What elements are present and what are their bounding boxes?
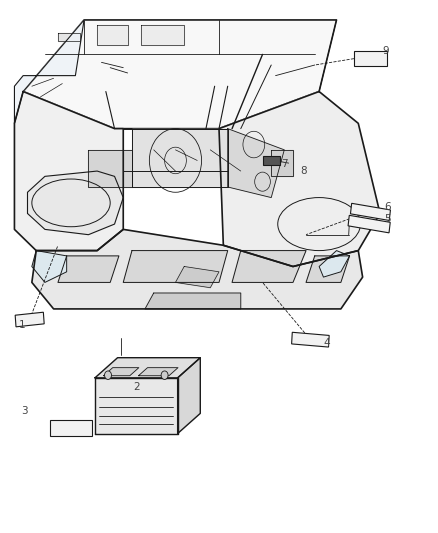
Polygon shape xyxy=(145,293,241,309)
Text: 4: 4 xyxy=(324,338,330,348)
Polygon shape xyxy=(32,229,363,309)
Text: 5: 5 xyxy=(385,214,391,224)
Text: 3: 3 xyxy=(21,406,27,416)
Polygon shape xyxy=(176,266,219,288)
Polygon shape xyxy=(228,128,284,198)
Text: 1: 1 xyxy=(19,320,25,330)
Text: 8: 8 xyxy=(300,166,307,176)
Polygon shape xyxy=(15,312,44,327)
Text: 9: 9 xyxy=(382,46,389,56)
Polygon shape xyxy=(232,251,306,282)
Polygon shape xyxy=(23,20,336,128)
Text: 7: 7 xyxy=(281,159,288,168)
Polygon shape xyxy=(292,332,329,347)
Circle shape xyxy=(161,371,168,379)
Text: 2: 2 xyxy=(133,382,140,392)
Polygon shape xyxy=(262,156,280,165)
Polygon shape xyxy=(14,20,84,123)
Polygon shape xyxy=(348,215,390,233)
Polygon shape xyxy=(28,171,123,235)
Polygon shape xyxy=(319,251,350,277)
Polygon shape xyxy=(306,256,350,282)
Polygon shape xyxy=(271,150,293,176)
Polygon shape xyxy=(123,251,228,282)
Polygon shape xyxy=(32,251,67,282)
Polygon shape xyxy=(132,128,228,187)
Polygon shape xyxy=(354,51,387,66)
Polygon shape xyxy=(138,368,178,376)
Circle shape xyxy=(105,371,112,379)
Polygon shape xyxy=(104,368,139,376)
Polygon shape xyxy=(58,256,119,282)
Polygon shape xyxy=(141,25,184,45)
Polygon shape xyxy=(58,33,80,41)
Polygon shape xyxy=(97,25,127,45)
Polygon shape xyxy=(95,358,200,378)
Polygon shape xyxy=(88,150,132,187)
Polygon shape xyxy=(14,92,123,251)
Polygon shape xyxy=(350,203,390,221)
Polygon shape xyxy=(178,358,200,433)
Polygon shape xyxy=(219,92,380,266)
Polygon shape xyxy=(95,378,178,433)
Polygon shape xyxy=(50,420,92,436)
Text: 6: 6 xyxy=(385,202,391,212)
